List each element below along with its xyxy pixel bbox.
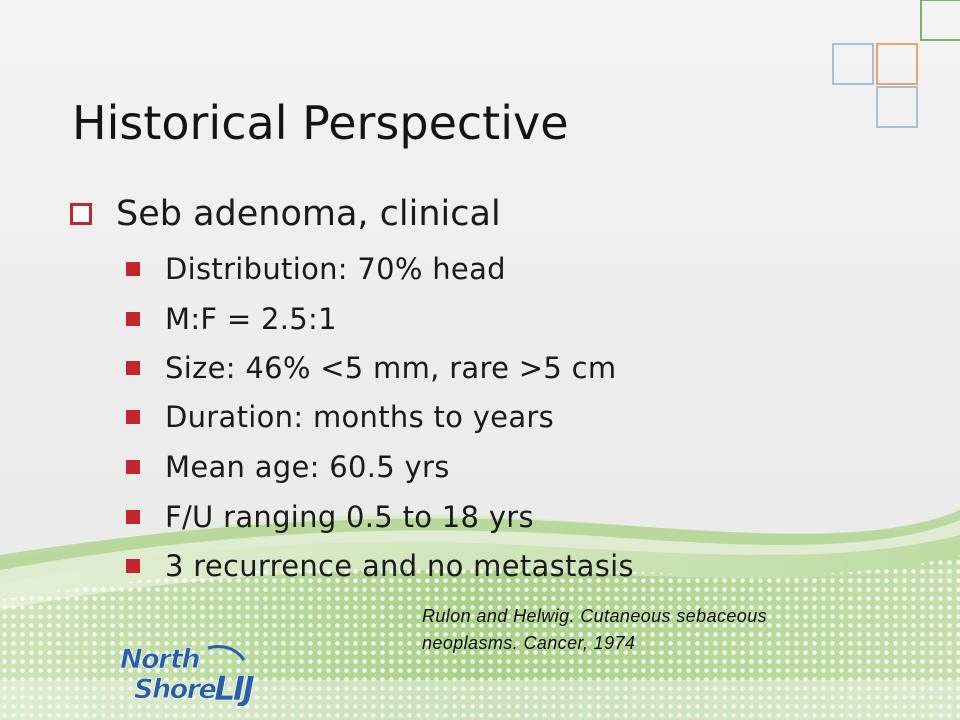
citation-line: neoplasms. Cancer, 1974 bbox=[422, 633, 636, 653]
logo-word-shore: Shore bbox=[134, 674, 217, 705]
sub-bullet-text: M:F = 2.5:1 bbox=[165, 302, 337, 336]
sub-bullet-text: Size: 46% <5 mm, rare >5 cm bbox=[165, 351, 617, 385]
sub-bullet-text: 3 recurrence and no metastasis bbox=[165, 549, 634, 583]
sub-bullet: Size: 46% <5 mm, rare >5 cm bbox=[126, 350, 616, 386]
sub-bullet: Mean age: 60.5 yrs bbox=[126, 449, 450, 485]
sub-bullet-text: Duration: months to years bbox=[165, 400, 555, 434]
dot-field bbox=[0, 555, 960, 720]
corner-square-orange bbox=[876, 43, 918, 85]
sub-bullet: Distribution: 70% head bbox=[126, 251, 506, 287]
square-bullet-icon bbox=[126, 559, 140, 573]
main-bullet-text: Seb adenoma, clinical bbox=[116, 194, 501, 234]
citation: Rulon and Helwig. Cutaneous sebaceous ne… bbox=[422, 603, 882, 657]
square-bullet-icon bbox=[126, 312, 140, 326]
sub-bullet: 3 recurrence and no metastasis bbox=[126, 548, 634, 584]
logo-word-lij: LIJ bbox=[214, 669, 254, 706]
sub-bullet-text: Mean age: 60.5 yrs bbox=[165, 450, 450, 484]
logo-swoosh-icon bbox=[207, 645, 246, 661]
sub-bullet: F/U ranging 0.5 to 18 yrs bbox=[126, 499, 534, 535]
sub-bullet-text: Distribution: 70% head bbox=[165, 252, 506, 286]
hollow-square-bullet-icon bbox=[70, 203, 92, 225]
square-bullet-icon bbox=[126, 410, 140, 424]
sub-bullet: Duration: months to years bbox=[126, 399, 554, 435]
square-bullet-icon bbox=[126, 460, 140, 474]
main-bullet: Seb adenoma, clinical bbox=[70, 191, 501, 237]
corner-square-green bbox=[920, 0, 960, 41]
square-bullet-icon bbox=[126, 510, 140, 524]
sub-bullet-text: F/U ranging 0.5 to 18 yrs bbox=[165, 500, 534, 534]
corner-square-blue bbox=[832, 43, 874, 85]
north-shore-lij-logo: North Shore LIJ bbox=[120, 644, 258, 706]
square-bullet-icon bbox=[126, 262, 140, 276]
corner-square-blue-2 bbox=[876, 86, 918, 128]
citation-line: Rulon and Helwig. Cutaneous sebaceous bbox=[422, 606, 768, 626]
square-bullet-icon bbox=[126, 361, 140, 375]
logo-word-north: North bbox=[120, 644, 199, 675]
slide-title: Historical Perspective bbox=[72, 96, 569, 150]
sub-bullet: M:F = 2.5:1 bbox=[126, 301, 337, 337]
wave-stripe bbox=[0, 510, 960, 570]
